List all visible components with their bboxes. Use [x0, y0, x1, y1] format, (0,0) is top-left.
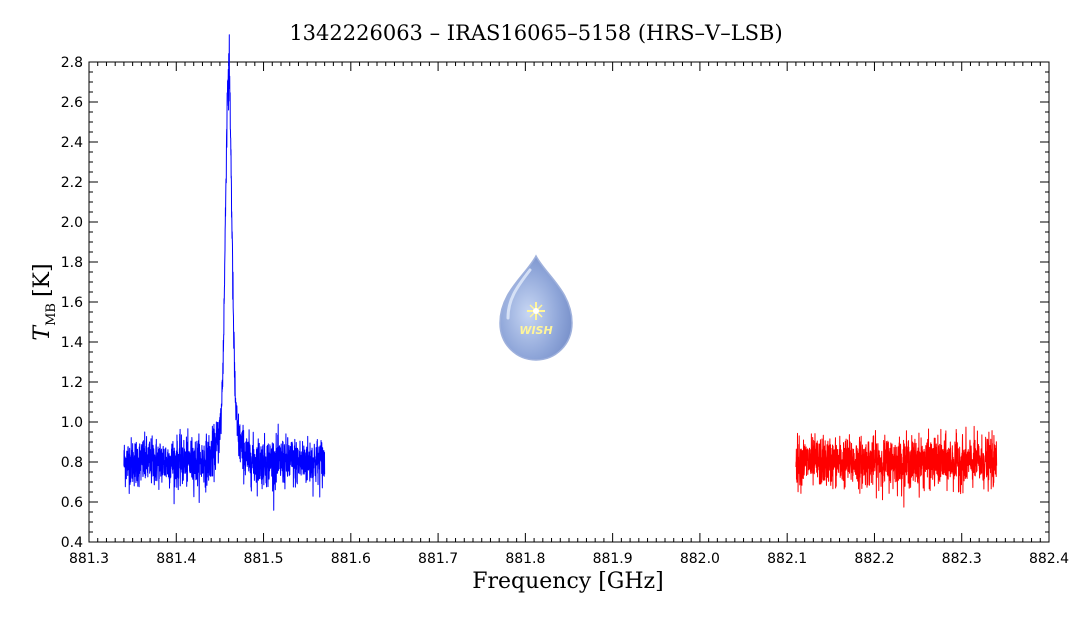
x-tick-labels: 881.3 881.4 881.5 881.6 881.7 881.8 881.9 882.0…	[69, 551, 1069, 567]
series-line-blue	[123, 34, 326, 511]
y-tick-label: 2.4	[61, 135, 83, 151]
x-tick-label: 881.5	[243, 551, 283, 567]
wish-logo: WISH	[499, 254, 573, 361]
x-tick-label: 882.1	[767, 551, 807, 567]
axis-ticks	[88, 61, 1050, 543]
x-tick-label: 882.3	[942, 551, 982, 567]
svg-text:TMB[K]: TMB [K]	[30, 263, 59, 340]
x-tick-label: 882.2	[854, 551, 894, 567]
y-tick-label: 1.8	[61, 255, 83, 271]
x-axis-label: Frequency [GHz]	[472, 569, 664, 594]
y-tick-label: 1.6	[61, 295, 83, 311]
y-tick-label: 0.6	[61, 495, 83, 511]
y-tick-label: 1.2	[61, 375, 83, 391]
x-tick-label: 881.8	[505, 551, 545, 567]
y-tick-labels: 0.4 0.6 0.8 1.0 1.2 1.4 1.6 1.8 2.0 2.2 2.4 2.6 2.8	[61, 55, 83, 551]
y-tick-label: 1.4	[61, 335, 83, 351]
series-line-red	[795, 425, 998, 508]
x-tick-label: 881.6	[331, 551, 371, 567]
y-axis-label-sub: MB	[44, 303, 59, 326]
y-axis-label-unit: [K]	[30, 263, 55, 297]
logo-text: WISH	[519, 324, 552, 337]
y-axis-label: TMB [K]	[30, 263, 59, 340]
y-axis-label-main: T	[30, 324, 55, 341]
x-tick-label: 881.3	[69, 551, 109, 567]
x-tick-label: 881.4	[156, 551, 196, 567]
x-tick-label: 881.9	[593, 551, 633, 567]
y-tick-label: 2.6	[61, 95, 83, 111]
star-icon	[527, 302, 545, 320]
x-tick-label: 882.4	[1029, 551, 1069, 567]
series-group	[123, 34, 998, 511]
y-tick-label: 2.2	[61, 175, 83, 191]
chart-title: 1342226063 – IRAS16065–5158 (HRS–V–LSB)	[289, 21, 782, 45]
y-tick-label: 2.0	[61, 215, 83, 231]
y-tick-label: 2.8	[61, 55, 83, 71]
y-tick-label: 0.8	[61, 455, 83, 471]
y-tick-label: 1.0	[61, 415, 83, 431]
x-tick-label: 881.7	[418, 551, 458, 567]
x-tick-label: 882.0	[680, 551, 720, 567]
y-tick-label: 0.4	[61, 535, 83, 551]
